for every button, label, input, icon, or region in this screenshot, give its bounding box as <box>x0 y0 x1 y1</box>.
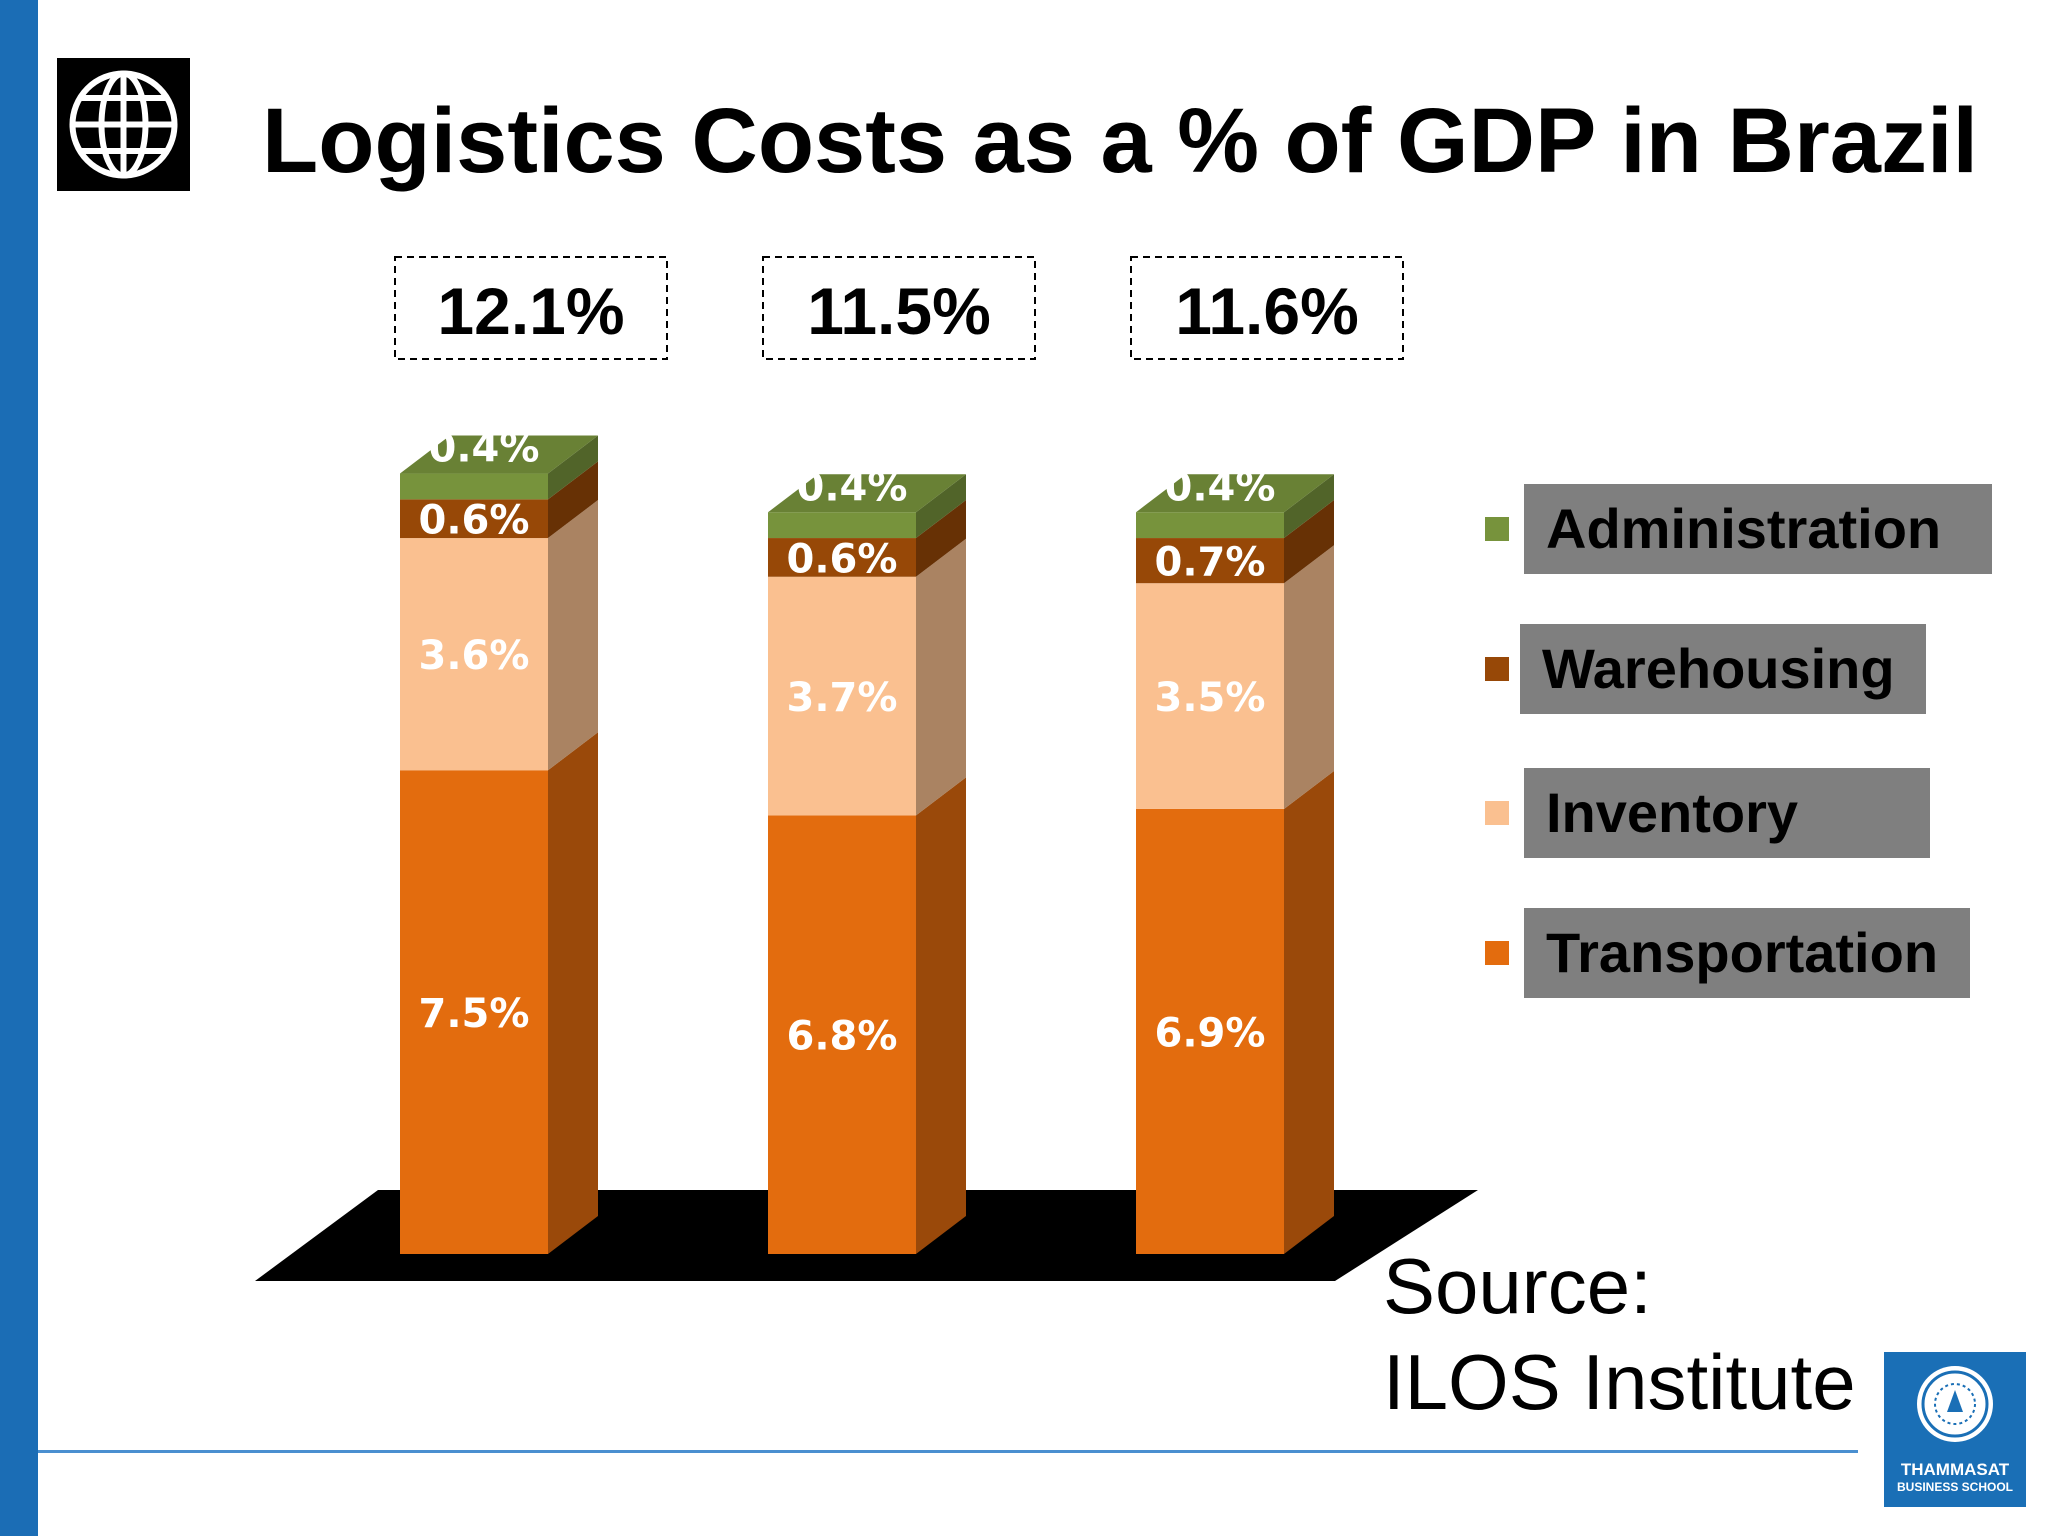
total-box-2 <box>762 256 1036 360</box>
bar-segment-inventory-1 <box>400 538 548 771</box>
logo-text-secondary: BUSINESS SCHOOL <box>1896 1480 2013 1494</box>
source-label: Source: <box>1383 1242 1652 1330</box>
legend-swatch-transportation <box>1485 941 1509 965</box>
legend-swatch-inventory <box>1485 801 1509 825</box>
bar-side-inventory-3 <box>1284 545 1334 809</box>
data-label-transportation-2: 6.8% <box>787 1014 898 1060</box>
source-name: ILOS Institute <box>1383 1338 1856 1426</box>
bar-top-3 <box>1136 474 1334 513</box>
legend-label-warehousing: Warehousing <box>1520 624 1926 714</box>
bar-segment-administration-3 <box>1136 512 1284 539</box>
bar-top-1 <box>400 435 598 474</box>
data-label-administration-2: 0.4% <box>797 464 908 510</box>
bar-segment-inventory-3 <box>1136 583 1284 809</box>
bar-side-warehousing-3 <box>1284 500 1334 584</box>
total-label-1: 12.1% <box>437 274 624 348</box>
total-box-3 <box>1130 256 1404 360</box>
bar-segment-transportation-3 <box>1136 808 1284 1254</box>
bar-segment-warehousing-2 <box>768 538 916 577</box>
data-label-administration-1: 0.4% <box>429 426 540 472</box>
bottom-divider <box>38 1450 1858 1453</box>
data-label-transportation-3: 6.9% <box>1155 1010 1266 1056</box>
seal-icon <box>1917 1366 1993 1442</box>
bar-side-transportation-3 <box>1284 770 1334 1254</box>
globe-icon <box>57 58 190 191</box>
total-box-1 <box>394 256 668 360</box>
legend-swatch-warehousing <box>1485 657 1509 681</box>
data-label-warehousing-1: 0.6% <box>419 498 530 544</box>
total-label-3: 11.6% <box>1175 274 1359 348</box>
bar-segment-warehousing-1 <box>400 499 548 539</box>
data-label-inventory-1: 3.6% <box>419 633 530 679</box>
legend-label-transportation: Transportation <box>1524 908 1970 998</box>
bar-side-inventory-2 <box>916 538 966 816</box>
bar-side-administration-2 <box>916 474 966 539</box>
data-label-inventory-2: 3.7% <box>787 675 898 721</box>
bar-segment-inventory-2 <box>768 576 916 816</box>
source-note: Source: ILOS Institute <box>1383 1238 1856 1430</box>
bar-segment-transportation-2 <box>768 815 916 1254</box>
accent-bar <box>0 0 38 1536</box>
data-label-warehousing-3: 0.7% <box>1155 540 1266 586</box>
bar-segment-warehousing-3 <box>1136 538 1284 584</box>
bar-top-2 <box>768 474 966 513</box>
logo-text-primary: THAMMASAT <box>1900 1460 2010 1479</box>
total-label-2: 11.5% <box>807 274 991 348</box>
data-label-administration-3: 0.4% <box>1165 464 1276 510</box>
data-label-transportation-1: 7.5% <box>419 991 530 1037</box>
legend-label-inventory: Inventory <box>1524 768 1930 858</box>
bar-segment-administration-2 <box>768 512 916 539</box>
thammasat-logo: THAMMASAT BUSINESS SCHOOL <box>1884 1352 2026 1507</box>
bar-side-administration-1 <box>548 435 598 500</box>
bar-side-administration-3 <box>1284 474 1334 539</box>
bar-side-warehousing-2 <box>916 500 966 577</box>
page-title: Logistics Costs as a % of GDP in Brazil <box>262 90 1979 192</box>
bar-side-transportation-1 <box>548 732 598 1254</box>
bar-side-inventory-1 <box>548 500 598 771</box>
bar-side-warehousing-1 <box>548 461 598 539</box>
bar-segment-transportation-1 <box>400 770 548 1254</box>
data-label-inventory-3: 3.5% <box>1155 675 1266 721</box>
data-label-warehousing-2: 0.6% <box>787 536 898 582</box>
legend-label-administration: Administration <box>1524 484 1992 574</box>
legend-swatch-administration <box>1485 517 1509 541</box>
bar-segment-administration-1 <box>400 473 548 500</box>
bar-side-transportation-2 <box>916 777 966 1254</box>
